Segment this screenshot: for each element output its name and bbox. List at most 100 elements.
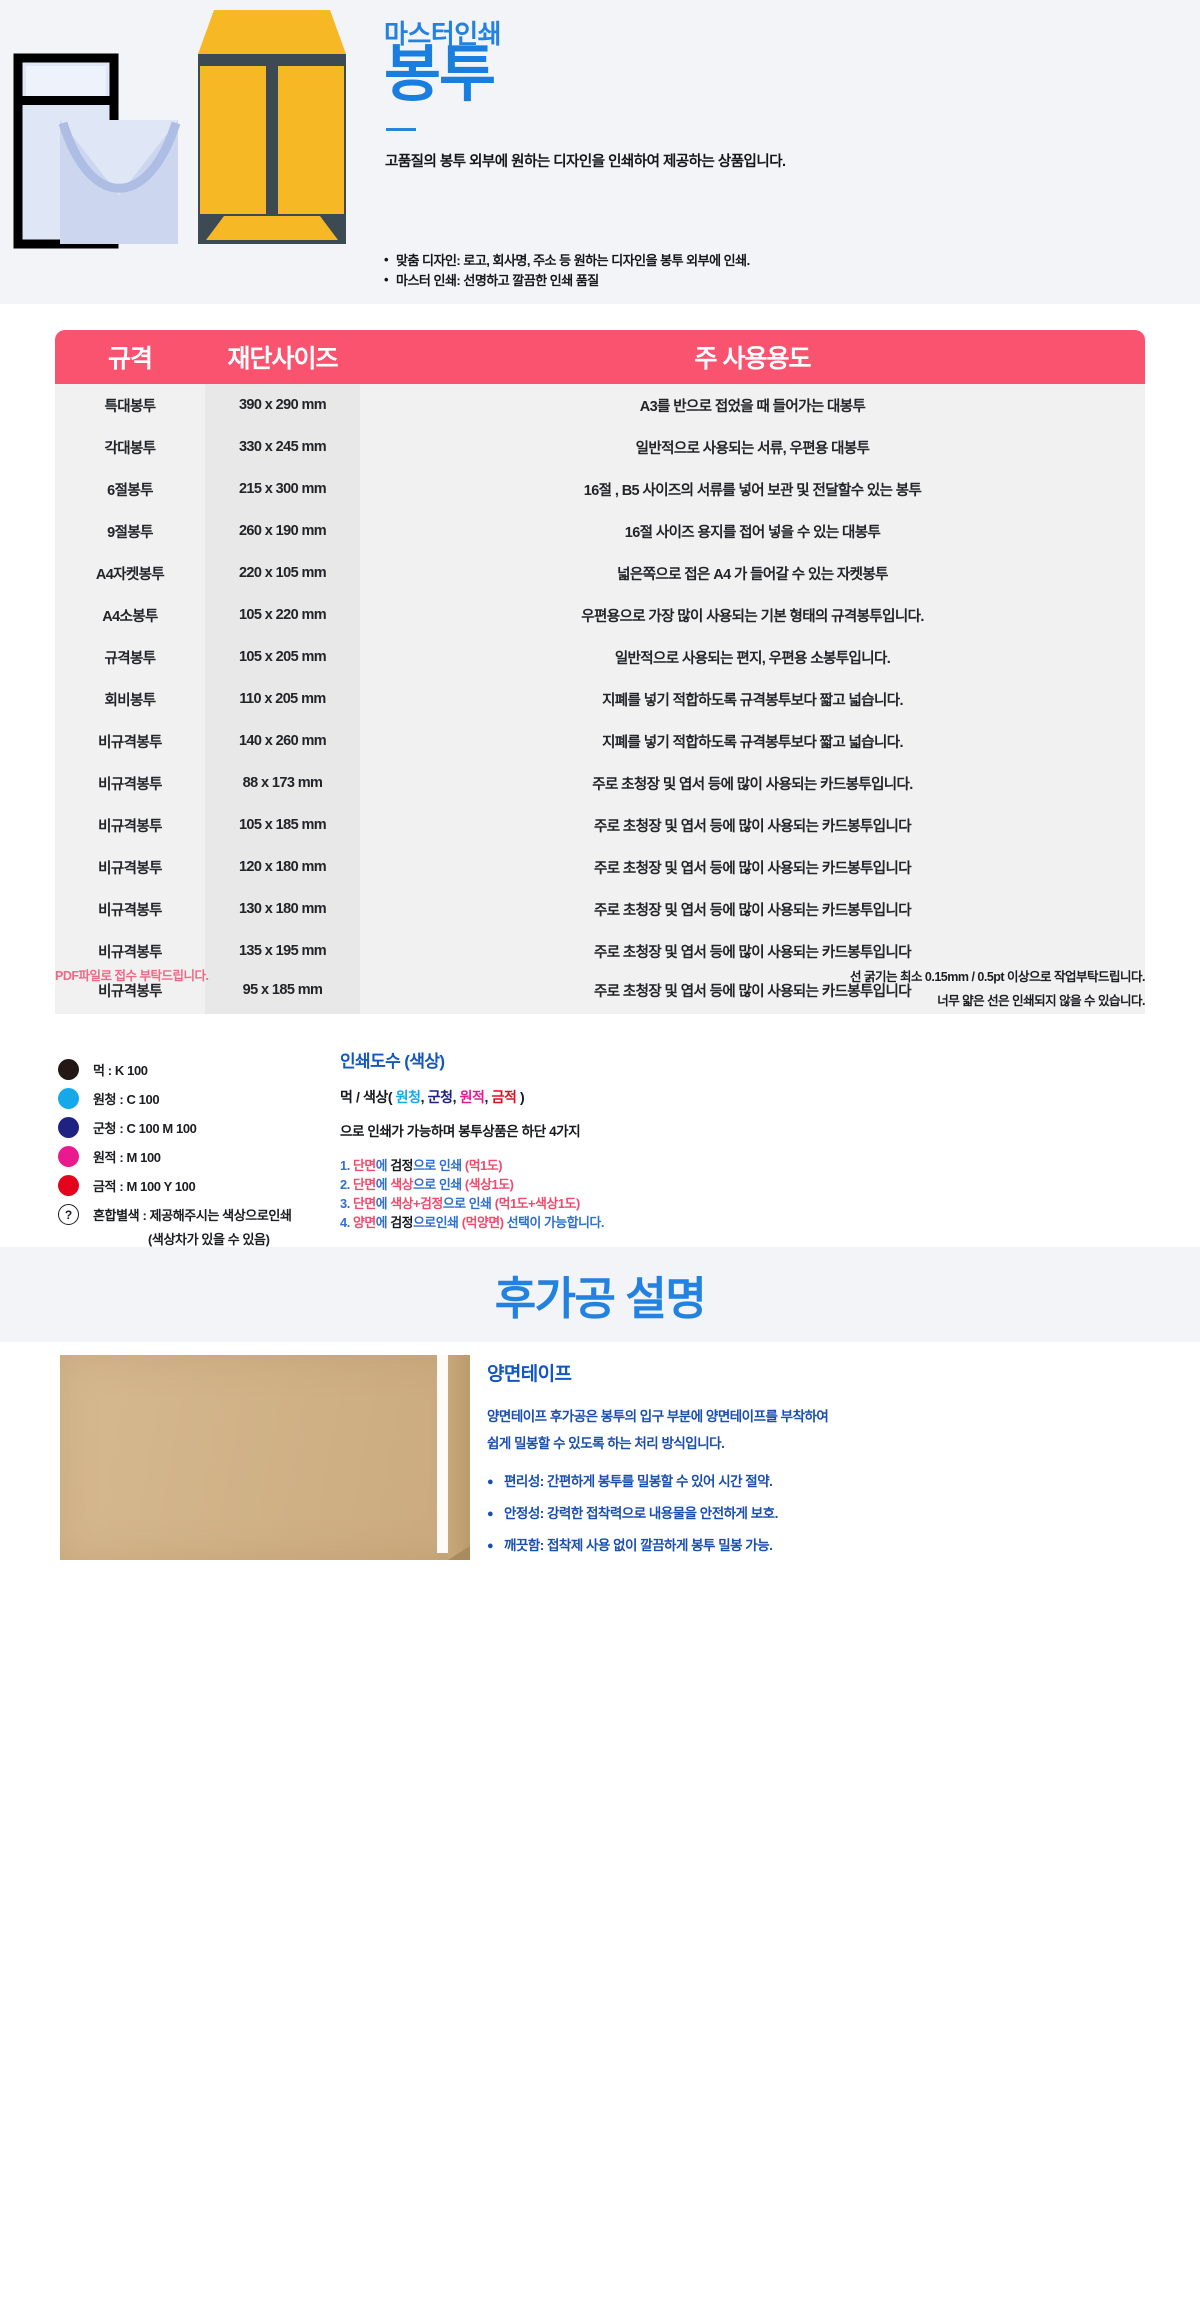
table-row: 비규격봉투 140 x 260 mm 지폐를 넣기 적합하도록 규격봉투보다 짧고 … <box>55 720 1145 762</box>
hero-subtitle: 고품질의 봉투 외부에 원하는 디자인을 인쇄하여 제공하는 상품입니다. <box>385 154 786 170</box>
table-cell: 주로 초청장 및 엽서 등에 많이 사용되는 카드봉투입니다 <box>360 846 1145 888</box>
tape-benefit-item: 편리성: 간편하게 봉투를 밀봉할 수 있어 시간 절약. <box>487 1466 1127 1498</box>
line-weight-note-line1: 선 굵기는 최소 0.15mm / 0.5pt 이상으로 작업부탁드립니다. <box>850 970 1146 984</box>
table-cell: 지폐를 넣기 적합하도록 규격봉투보다 짧고 넓습니다. <box>360 720 1145 762</box>
print-option-part: 색상+검정 <box>390 1196 443 1211</box>
print-option-part: 에 <box>375 1196 388 1211</box>
hero-text-block: 마스터인쇄 봉투 고품질의 봉투 외부에 원하는 디자인을 인쇄하여 제공하는 … <box>384 0 1184 304</box>
table-cell: 120 x 180 mm <box>205 846 360 888</box>
line-weight-note: 선 굵기는 최소 0.15mm / 0.5pt 이상으로 작업부탁드립니다. 너… <box>850 965 1146 1013</box>
table-cell: 우편용으로 가장 많이 사용되는 기본 형태의 규격봉투입니다. <box>360 594 1145 636</box>
table-header-row: 규격 재단사이즈 주 사용용도 <box>55 330 1145 384</box>
table-cell: A3를 반으로 접었을 때 들어가는 대봉투 <box>360 384 1145 426</box>
print-option-part: 에 <box>375 1177 388 1192</box>
table-cell: 비규격봉투 <box>55 720 205 762</box>
kraft-envelope-photo <box>60 1355 470 1560</box>
print-info-block: 인쇄도수 (색상) 먹 / 색상( 원청, 군청, 원적, 금적 ) 으로 인쇄… <box>340 1047 900 1232</box>
print-option-part: 단면 <box>353 1158 376 1173</box>
color-legend-row: 금적 : M 100 Y 100 <box>58 1171 378 1200</box>
table-cell: 105 x 205 mm <box>205 636 360 678</box>
table-cell: 16절 사이즈 용지를 접어 넣을 수 있는 대봉투 <box>360 510 1145 552</box>
print-option-part: 4. <box>340 1215 350 1230</box>
print-option-part: 검정 <box>390 1158 414 1173</box>
color-legend: 먹 : K 100 원청 : C 100 군청 : C 100 M 100 원적 : … <box>58 1055 378 1248</box>
print-option-item: 2. 단면에 색상으로 인쇄 (색상1도) <box>340 1175 900 1194</box>
table-cell: 비규격봉투 <box>55 762 205 804</box>
print-option-part: (색상1도) <box>464 1177 514 1192</box>
table-cell: 135 x 195 mm <box>205 930 360 972</box>
print-option-part: 으로 인쇄 <box>413 1158 462 1173</box>
color-legend-label: 원적 : M 100 <box>93 1150 161 1165</box>
envelope-illustration <box>0 0 560 304</box>
table-cell: 110 x 205 mm <box>205 678 360 720</box>
table-cell: 지폐를 넣기 적합하도록 규격봉투보다 짧고 넓습니다. <box>360 678 1145 720</box>
table-row: 9절봉투 260 x 190 mm 16절 사이즈 용지를 접어 넣을 수 있는 대… <box>55 510 1145 552</box>
table-cell: 일반적으로 사용되는 서류, 우편용 대봉투 <box>360 426 1145 468</box>
table-cell: 215 x 300 mm <box>205 468 360 510</box>
print-option-item: 1. 단면에 검정으로 인쇄 (먹1도) <box>340 1156 900 1175</box>
print-option-part: 으로인쇄 <box>413 1215 459 1230</box>
color-legend-row: 먹 : K 100 <box>58 1055 378 1084</box>
table-cell: 95 x 185 mm <box>205 972 360 1014</box>
table-cell: 390 x 290 mm <box>205 384 360 426</box>
print-option-part: 2. <box>340 1177 350 1192</box>
color-legend-subnote: (색상차가 있을 수 있음) <box>148 1232 270 1247</box>
table-cell: 비규격봉투 <box>55 972 205 1014</box>
table-cell: 주로 초청장 및 엽서 등에 많이 사용되는 카드봉투입니다 <box>360 972 1145 1014</box>
table-row: A4자켓봉투 220 x 105 mm 넓은쪽으로 접은 A4 가 들어갈 수 있는… <box>55 552 1145 594</box>
color-legend-label: 혼합별색 : 제공해주시는 색상으로인쇄 <box>93 1208 292 1223</box>
table-cell: 비규격봉투 <box>55 804 205 846</box>
table-cell: A4자켓봉투 <box>55 552 205 594</box>
print-info-colors-line: 먹 / 색상( 원청, 군청, 원적, 금적 ) <box>340 1087 900 1107</box>
table-row: 규격봉투 105 x 205 mm 일반적으로 사용되는 편지, 우편용 소봉투입니… <box>55 636 1145 678</box>
print-option-item: 3. 단면에 색상+검정으로 인쇄 (먹1도+색상1도) <box>340 1194 900 1213</box>
tape-title: 양면테이프 <box>487 1364 572 1385</box>
color-legend-label: 군청 : C 100 M 100 <box>93 1121 197 1136</box>
tape-strip <box>437 1355 448 1553</box>
brand-label: 마스터인쇄 <box>384 19 502 49</box>
table-cell: 비규격봉투 <box>55 846 205 888</box>
double-sided-tape-section: 양면테이프 양면테이프 후가공은 봉투의 입구 부분에 양면테이프를 부착하여 … <box>0 1355 1200 1605</box>
table-cell: 9절봉투 <box>55 510 205 552</box>
column-header-spec: 규격 <box>55 330 205 384</box>
color-legend-label: 먹 : K 100 <box>93 1063 148 1078</box>
print-info-title: 인쇄도수 (색상) <box>340 1052 445 1071</box>
print-option-part: 3. <box>340 1196 350 1211</box>
print-option-part: 단면 <box>353 1196 376 1211</box>
title-divider <box>386 128 416 131</box>
table-row: 비규격봉투 135 x 195 mm 주로 초청장 및 엽서 등에 많이 사용되는 … <box>55 930 1145 972</box>
table-cell: 주로 초청장 및 엽서 등에 많이 사용되는 카드봉투입니다 <box>360 888 1145 930</box>
table-cell: 특대봉투 <box>55 384 205 426</box>
print-info-suffix: ) <box>520 1089 525 1105</box>
print-option-part: 검정 <box>390 1215 414 1230</box>
table-row: 6절봉투 215 x 300 mm 16절 , B5 사이즈의 서류를 넣어 보관 … <box>55 468 1145 510</box>
color-swatch-icon <box>58 1059 79 1080</box>
table-row: 회비봉투 110 x 205 mm 지폐를 넣기 적합하도록 규격봉투보다 짧고 넓… <box>55 678 1145 720</box>
print-option-part: 단면 <box>353 1177 376 1192</box>
table-body: 특대봉투 390 x 290 mm A3를 반으로 접었을 때 들어가는 대봉투 각대… <box>55 384 1145 1014</box>
table-cell: 88 x 173 mm <box>205 762 360 804</box>
print-info-description: 으로 인쇄가 가능하며 봉투상품은 하단 4가지 <box>340 1124 581 1139</box>
table-cell: 주로 초청장 및 엽서 등에 많이 사용되는 카드봉투입니다 <box>360 804 1145 846</box>
tape-benefit-item: 깨끗함: 접착제 사용 없이 깔끔하게 봉투 밀봉 가능. <box>487 1530 1127 1562</box>
table-cell: A4소봉투 <box>55 594 205 636</box>
color-name-woncheong: 원청 <box>395 1089 421 1105</box>
hero-feature-item: 맞춤 디자인: 로고, 회사명, 주소 등 원하는 디자인을 봉투 외부에 인쇄… <box>384 250 750 271</box>
sep-1: , <box>420 1089 428 1105</box>
color-legend-label: 금적 : M 100 Y 100 <box>93 1179 196 1194</box>
table-row: 비규격봉투 105 x 185 mm 주로 초청장 및 엽서 등에 많이 사용되는 … <box>55 804 1145 846</box>
column-header-cutsize: 재단사이즈 <box>205 330 360 384</box>
print-option-part: 양면 <box>353 1215 376 1230</box>
sep-2: , <box>452 1089 460 1105</box>
print-option-part: 색상 <box>390 1177 414 1192</box>
table-row: 비규격봉투 130 x 180 mm 주로 초청장 및 엽서 등에 많이 사용되는 … <box>55 888 1145 930</box>
table-cell: 220 x 105 mm <box>205 552 360 594</box>
table-cell: 16절 , B5 사이즈의 서류를 넣어 보관 및 전달할수 있는 봉투 <box>360 468 1145 510</box>
table-cell: 일반적으로 사용되는 편지, 우편용 소봉투입니다. <box>360 636 1145 678</box>
hero-feature-list: 맞춤 디자인: 로고, 회사명, 주소 등 원하는 디자인을 봉투 외부에 인쇄… <box>384 250 750 291</box>
table-row: 각대봉투 330 x 245 mm 일반적으로 사용되는 서류, 우편용 대봉투 <box>55 426 1145 468</box>
table-cell: 105 x 185 mm <box>205 804 360 846</box>
color-name-wonjeok: 원적 <box>459 1089 485 1105</box>
color-swatch-icon <box>58 1088 79 1109</box>
table-cell: 비규격봉투 <box>55 888 205 930</box>
